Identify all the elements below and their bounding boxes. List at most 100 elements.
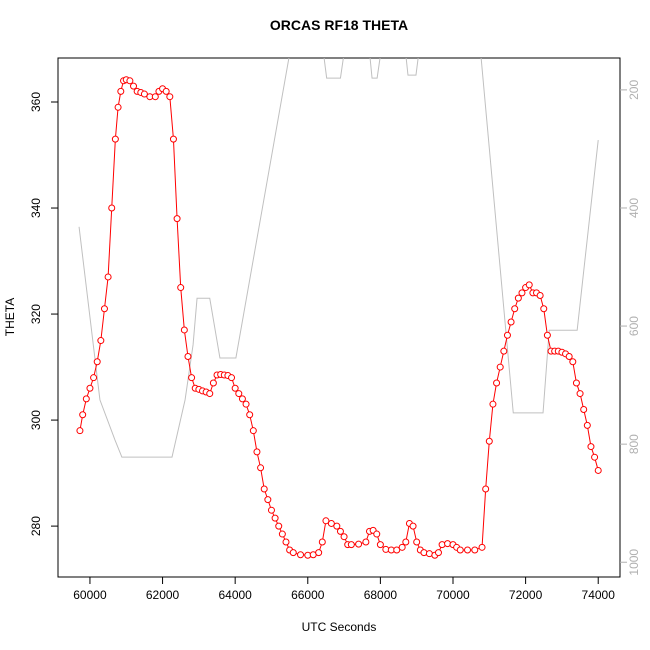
point — [126, 77, 134, 85]
point — [130, 82, 138, 90]
point — [402, 538, 410, 546]
y-tick-label: 300 — [29, 410, 43, 430]
point — [340, 533, 348, 541]
point — [322, 517, 330, 525]
point — [97, 337, 105, 345]
point — [111, 135, 119, 143]
point — [184, 352, 192, 360]
point — [503, 331, 511, 339]
point — [140, 90, 148, 98]
point — [86, 384, 94, 392]
point — [471, 546, 479, 554]
point — [478, 543, 486, 551]
point — [493, 379, 501, 387]
series-line — [78, 58, 599, 458]
x-tick-label: 60000 — [73, 588, 107, 602]
point — [271, 514, 279, 522]
point — [93, 358, 101, 366]
point — [100, 305, 108, 313]
point — [267, 506, 275, 514]
point — [587, 443, 595, 451]
x-tick-label: 74000 — [582, 588, 616, 602]
point — [565, 352, 573, 360]
point — [576, 390, 584, 398]
y-axis-label: THETA — [3, 298, 17, 336]
point — [327, 519, 335, 527]
point — [376, 541, 384, 549]
point — [162, 87, 170, 95]
point — [536, 291, 544, 299]
point — [242, 400, 250, 408]
point — [206, 390, 214, 398]
point — [591, 453, 599, 461]
point — [151, 93, 159, 101]
point — [464, 546, 472, 554]
point — [114, 103, 122, 111]
point — [489, 400, 497, 408]
x-tick-label: 64000 — [218, 588, 252, 602]
point — [297, 551, 305, 559]
point — [485, 437, 493, 445]
point — [315, 549, 323, 557]
point — [282, 538, 290, 546]
x-tick-label: 62000 — [146, 588, 180, 602]
point — [177, 284, 185, 292]
x-tick-label: 70000 — [436, 588, 470, 602]
point — [209, 379, 217, 387]
point — [362, 538, 370, 546]
point — [275, 522, 283, 530]
series-line — [79, 79, 599, 556]
point — [336, 527, 344, 535]
point — [580, 405, 588, 413]
y2-tick-label: 1000 — [627, 549, 641, 576]
point — [166, 93, 174, 101]
point — [373, 530, 381, 538]
point — [398, 543, 406, 551]
point — [173, 215, 181, 223]
point — [496, 363, 504, 371]
point — [318, 538, 326, 546]
point — [393, 546, 401, 554]
point — [543, 331, 551, 339]
point — [228, 374, 236, 382]
point — [180, 326, 188, 334]
point — [444, 540, 452, 548]
y-tick-label: 280 — [29, 516, 43, 536]
x-tick-label: 68000 — [364, 588, 398, 602]
point — [413, 538, 421, 546]
point — [583, 421, 591, 429]
x-tick-label: 72000 — [509, 588, 543, 602]
point — [246, 411, 254, 419]
point — [90, 374, 98, 382]
point — [104, 273, 112, 281]
point — [108, 204, 116, 212]
point — [514, 294, 522, 302]
point — [572, 379, 580, 387]
point — [456, 546, 464, 554]
point — [249, 427, 257, 435]
point — [482, 485, 490, 493]
point — [169, 135, 177, 143]
point — [569, 358, 577, 366]
point — [420, 549, 428, 557]
point — [511, 305, 519, 313]
y2-tick-label: 400 — [627, 198, 641, 218]
plot-frame — [57, 57, 621, 578]
point — [79, 411, 87, 419]
point — [347, 541, 355, 549]
point — [594, 466, 602, 474]
point — [278, 530, 286, 538]
point — [438, 541, 446, 549]
point — [76, 427, 84, 435]
y2-tick-label: 600 — [627, 316, 641, 336]
point — [500, 347, 508, 355]
plot-area — [76, 58, 602, 559]
point — [238, 395, 246, 403]
point — [409, 522, 417, 530]
y-tick-label: 320 — [29, 304, 43, 324]
point — [188, 374, 196, 382]
point — [231, 384, 239, 392]
point — [82, 395, 90, 403]
x-axis-label: UTC Seconds — [302, 620, 377, 634]
